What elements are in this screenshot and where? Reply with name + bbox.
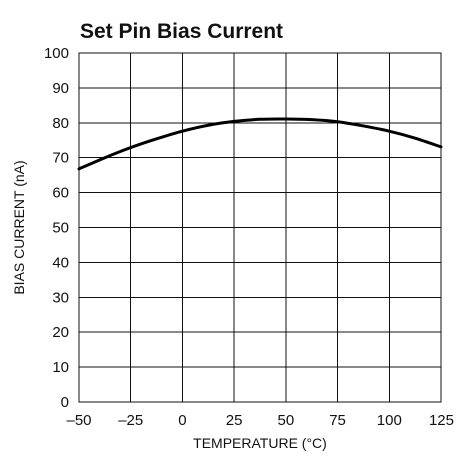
y-tick-label: 0 bbox=[61, 394, 69, 411]
x-tick-label: 125 bbox=[429, 412, 454, 429]
y-tick-label: 50 bbox=[52, 220, 69, 237]
chart-title: Set Pin Bias Current bbox=[80, 20, 283, 43]
y-tick-label: 90 bbox=[52, 80, 69, 97]
x-tick-label: 50 bbox=[278, 412, 295, 429]
x-tick-label: 25 bbox=[226, 412, 243, 429]
y-axis-label: BIAS CURRENT (nA) bbox=[11, 160, 27, 294]
x-tick-label: 0 bbox=[178, 412, 186, 429]
x-tick-label: 75 bbox=[329, 412, 346, 429]
y-tick-label: 100 bbox=[44, 45, 69, 62]
x-tick-label: 100 bbox=[377, 412, 402, 429]
x-axis-label: TEMPERATURE (°C) bbox=[193, 435, 327, 451]
x-tick-labels: –50 –25 0 25 50 75 100 125 bbox=[66, 412, 454, 429]
x-tick-label: –50 bbox=[66, 412, 91, 429]
y-tick-label: 70 bbox=[52, 150, 69, 167]
x-tick-label: –25 bbox=[118, 412, 143, 429]
y-tick-label: 30 bbox=[52, 289, 69, 306]
y-tick-label: 40 bbox=[52, 254, 69, 271]
y-tick-label: 20 bbox=[52, 324, 69, 341]
series-layer bbox=[77, 117, 443, 171]
series-line bbox=[77, 117, 443, 171]
y-tick-labels: 0 10 20 30 40 50 60 70 80 90 100 bbox=[44, 45, 69, 411]
y-tick-label: 80 bbox=[52, 115, 69, 132]
grid bbox=[78, 52, 442, 403]
y-tick-label: 60 bbox=[52, 185, 69, 202]
y-tick-label: 10 bbox=[52, 359, 69, 376]
plot-frame bbox=[78, 52, 442, 403]
